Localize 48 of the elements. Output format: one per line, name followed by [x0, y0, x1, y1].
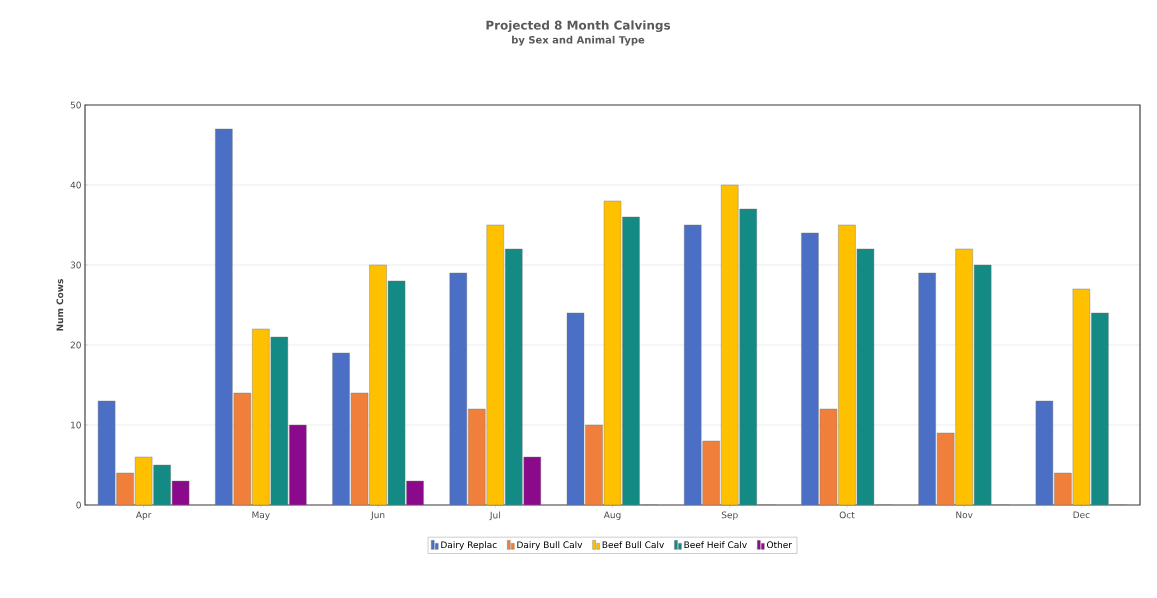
bar	[215, 128, 233, 505]
bar	[252, 328, 270, 505]
x-tick-label: Oct	[839, 511, 855, 519]
bar	[505, 248, 523, 505]
legend-label: Dairy Bull Calv	[517, 541, 583, 550]
x-tick-label: Aug	[603, 511, 621, 520]
y-tick-label: 20	[70, 341, 81, 349]
bar	[468, 408, 486, 505]
y-tick-label: 50	[70, 101, 81, 109]
x-tick-label: Apr	[135, 511, 152, 520]
bar	[486, 224, 504, 505]
bar	[918, 272, 936, 505]
bar	[270, 336, 289, 505]
y-tick-label: 30	[70, 261, 81, 269]
x-tick-label: May	[252, 511, 270, 520]
chart-subtitle: by Sex and Animal Type	[512, 35, 645, 46]
y-axis-title: Num Cows	[56, 279, 64, 331]
bar	[721, 184, 739, 505]
y-tick-label: 0	[76, 501, 81, 509]
bar	[369, 265, 387, 505]
bar	[973, 264, 992, 505]
bar	[523, 456, 541, 505]
bar	[684, 224, 702, 505]
x-tick-label: Nov	[956, 511, 973, 519]
legend-label: Beef Heif Calv	[684, 541, 747, 549]
bar	[585, 424, 603, 505]
x-tick-label: Dec	[1073, 511, 1090, 519]
x-tick-label: Jun	[370, 511, 385, 520]
bar	[936, 432, 955, 505]
bar	[801, 232, 819, 505]
chart-title: Projected 8 Month Calvings	[486, 20, 671, 33]
bar	[739, 208, 757, 505]
bar	[1091, 312, 1109, 505]
x-tick-label: Sep	[721, 511, 738, 521]
legend-label: Other	[767, 541, 792, 549]
legend-label: Dairy Replac	[441, 541, 497, 550]
bar	[289, 424, 307, 505]
bar	[702, 440, 720, 505]
bar	[449, 272, 467, 505]
bar	[233, 392, 252, 505]
y-tick-label: 40	[70, 181, 81, 189]
y-tick-label: 10	[71, 421, 81, 429]
bar	[955, 248, 973, 505]
bar	[838, 224, 856, 505]
legend-label: Beef Bull Calv	[602, 541, 664, 549]
x-tick-label: Jul	[489, 511, 500, 521]
bar	[622, 216, 640, 505]
bar	[332, 353, 350, 505]
